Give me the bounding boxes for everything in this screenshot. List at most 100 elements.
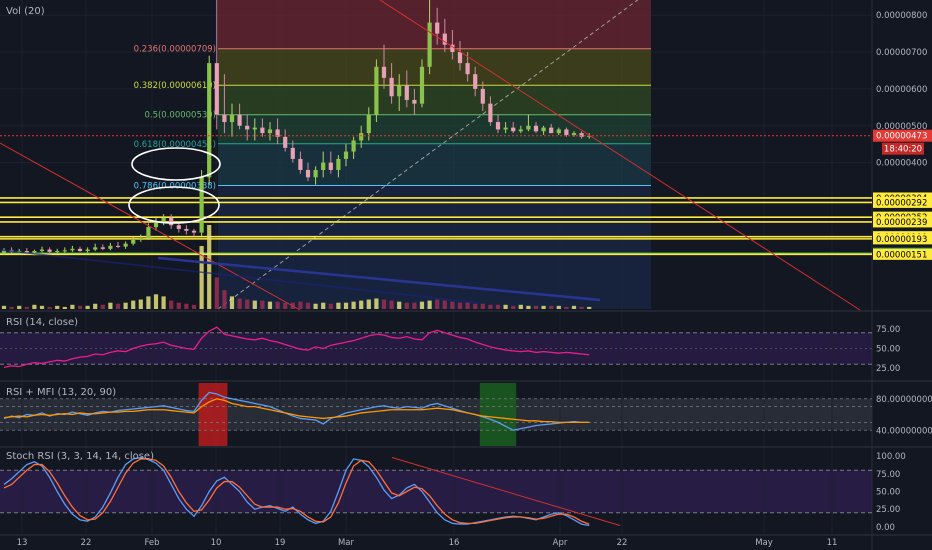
candle-body: [556, 129, 561, 134]
candle-body: [321, 162, 326, 170]
volume-bar: [587, 306, 592, 309]
candle-body: [47, 249, 52, 252]
volume-indicator-label: Vol (20): [6, 6, 45, 17]
volume-bar: [32, 304, 37, 309]
volume-bar: [298, 301, 303, 309]
volume-bar: [397, 301, 402, 309]
volume-bar: [419, 301, 425, 309]
candle-body: [473, 74, 478, 89]
volume-bar: [343, 302, 349, 309]
candle-body: [450, 44, 455, 53]
fib-band: [218, 143, 651, 186]
fib-trend-line: [217, 0, 639, 310]
x-axis-tick-label: 13: [17, 538, 28, 548]
trend-line: [0, 249, 481, 304]
candle-body: [343, 151, 349, 159]
rsi-mfi-indicator-label: RSI + MFI (13, 20, 90): [6, 387, 116, 398]
rsi-axis-label: 50.00: [876, 344, 900, 354]
candle-body: [488, 103, 493, 123]
volume-bar: [267, 301, 273, 309]
volume-bar: [70, 304, 75, 309]
volume-bar: [9, 306, 14, 309]
candle-body: [351, 140, 356, 152]
volume-bar: [549, 305, 554, 309]
candle-body: [138, 238, 143, 240]
candle-body: [298, 158, 303, 170]
volume-bar: [138, 299, 143, 309]
candle-body: [100, 247, 105, 249]
last-price-value: 0.00000473: [876, 132, 927, 142]
volume-bar: [457, 302, 463, 309]
candle-body: [55, 251, 60, 253]
candle-body: [480, 88, 485, 104]
mfi-highlight-box: [198, 383, 228, 446]
volume-bar: [108, 302, 113, 309]
x-axis-tick-label: Feb: [144, 538, 159, 548]
price-axis-label: 0.00000400: [876, 159, 927, 169]
fib-level-label: 0.382(0.00000610): [134, 81, 216, 91]
candle-body: [374, 66, 379, 115]
volume-bar: [579, 306, 584, 309]
candle-body: [336, 158, 341, 170]
volume-bar: [511, 305, 516, 309]
x-axis-tick-label: 11: [827, 538, 838, 548]
candle-body: [389, 77, 394, 97]
stoch-rsi-indicator-label: Stoch RSI (3, 3, 14, 14, close): [6, 451, 154, 462]
rsi-mfi-axis-label: 80.00000000: [876, 395, 932, 405]
candle-body: [457, 52, 463, 64]
stoch-band: [0, 470, 872, 513]
candle-body: [305, 169, 311, 178]
candle-body: [518, 129, 523, 132]
price-axis-label: 0.00000500: [876, 122, 927, 132]
candle-body: [397, 85, 402, 97]
candle-body: [237, 114, 242, 126]
candle-body: [495, 122, 501, 130]
candle-body: [207, 63, 212, 178]
rsi-mfi-axis-label: 40.00000000: [876, 426, 932, 436]
candle-body: [62, 250, 67, 252]
volume-bar: [571, 305, 577, 309]
rsi-axis-label: 75.00: [876, 325, 900, 335]
candle-body: [108, 245, 113, 249]
x-axis-tick-label: 22: [617, 538, 628, 548]
volume-bar: [229, 296, 235, 309]
volume-bar: [366, 299, 371, 309]
candle-body: [199, 177, 204, 233]
volume-bar: [252, 300, 257, 309]
candle-body: [1, 250, 7, 253]
volume-bar: [131, 300, 136, 309]
volume-bar: [123, 302, 128, 309]
volume-bar: [526, 305, 531, 309]
candle-body: [32, 251, 37, 253]
volume-bar: [62, 306, 67, 309]
candle-body: [153, 221, 159, 228]
volume-bar: [222, 290, 227, 309]
volume-bar: [100, 304, 105, 309]
candle-body: [252, 127, 257, 130]
candle-body: [229, 114, 235, 123]
x-axis-tick-label: 19: [275, 538, 286, 548]
candle-body: [267, 129, 273, 134]
volume-bar: [404, 302, 409, 309]
fib-band: [218, 85, 651, 115]
candle-body: [77, 248, 83, 252]
rsi-axis-label: 25.00: [876, 364, 900, 374]
volume-bar: [518, 304, 523, 309]
volume-bar: [374, 298, 379, 309]
candle-body: [533, 125, 539, 132]
highlight-ellipse: [131, 147, 221, 181]
candle-body: [541, 127, 546, 132]
volume-bar: [381, 299, 387, 309]
volume-bar: [465, 302, 470, 309]
volume-bar: [176, 302, 181, 309]
volume-bar: [115, 303, 121, 309]
countdown-value: 18:40:20: [884, 145, 922, 155]
volume-bar: [427, 300, 432, 309]
fib-level-label: 0.618(0.00000451): [134, 140, 216, 150]
level-price-value: 0.00000151: [876, 250, 927, 260]
candle-body: [313, 169, 318, 178]
volume-bar: [351, 301, 356, 309]
trend-line: [157, 256, 601, 302]
candle-body: [442, 33, 447, 45]
candle-body: [85, 249, 90, 252]
